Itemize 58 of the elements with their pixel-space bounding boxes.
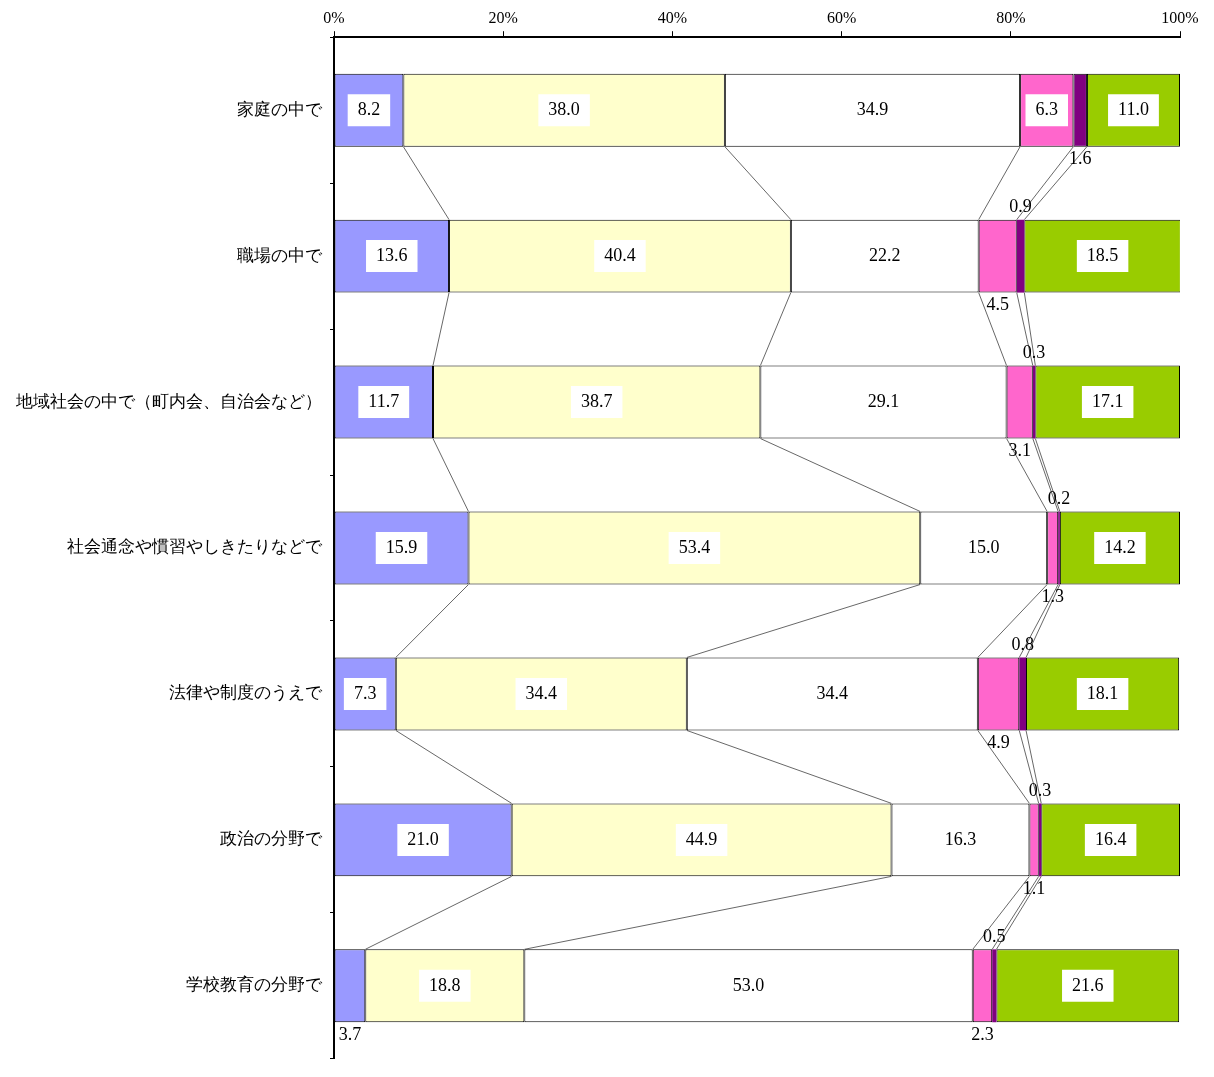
data-label: 34.4 [525,682,558,703]
data-label: 38.0 [548,98,580,119]
data-label: 44.9 [685,828,718,849]
y-tick-label: 学校教育の分野で [186,975,323,995]
data-label: 0.3 [1028,780,1052,801]
data-label: 40.4 [604,244,636,265]
data-label: 0.9 [1009,196,1032,217]
data-label: 0.2 [1047,488,1071,509]
data-label: 2.3 [971,1024,994,1045]
x-tick-label: 100% [1161,8,1199,26]
x-tick-label: 0% [323,8,345,26]
data-label: 17.1 [1091,390,1124,411]
data-label: 4.5 [986,294,1009,315]
data-label: 16.3 [944,828,977,849]
data-label: 16.4 [1094,828,1127,849]
y-tick-label: 家庭の中で [237,99,323,119]
data-label: 3.7 [338,1024,362,1045]
data-label: 0.8 [1011,634,1034,655]
x-tick-label: 60% [826,8,857,26]
data-label: 29.1 [867,390,900,411]
data-label: 8.2 [357,98,381,119]
data-label: 1.1 [1022,878,1046,899]
data-label: 15.9 [385,536,418,557]
y-tick-label: 政治の分野で [220,829,323,849]
bar [1019,657,1027,731]
data-label: 21.0 [407,828,439,849]
data-label: 13.6 [376,244,408,265]
data-label: 21.6 [1072,974,1104,995]
x-tick-label: 80% [996,8,1026,26]
data-label: 18.8 [429,974,461,995]
data-label: 1.3 [1041,586,1064,607]
data-label: 7.3 [353,682,377,703]
data-label: 4.9 [987,732,1010,753]
data-label: 1.6 [1068,148,1092,169]
y-tick-label: 法律や制度のうえで [169,683,323,703]
data-label: 6.3 [1035,98,1059,119]
data-label: 11.7 [368,390,400,411]
data-label: 34.9 [856,98,889,119]
data-label: 18.5 [1086,244,1119,265]
bar [1016,219,1025,293]
y-tick-label: 社会通念や慣習やしきたりなどで [67,537,323,557]
data-label: 0.3 [1022,342,1046,363]
data-label: 53.4 [678,536,711,557]
x-tick-label: 40% [657,8,688,26]
data-label: 0.5 [983,926,1006,947]
y-tick-label: 職場の中で [237,245,323,265]
data-label: 14.2 [1104,536,1136,557]
data-label: 3.1 [1008,440,1031,461]
x-tick-label: 20% [488,8,518,26]
data-label: 18.1 [1086,682,1119,703]
data-label: 22.2 [869,244,901,265]
bar [992,949,997,1023]
data-label: 53.0 [732,974,765,995]
y-tick-label: 地域社会の中で（町内会、自治会など） [15,391,322,411]
data-label: 11.0 [1118,98,1149,119]
data-label: 15.0 [967,536,1000,557]
data-label: 34.4 [816,682,849,703]
data-label: 38.7 [580,390,613,411]
